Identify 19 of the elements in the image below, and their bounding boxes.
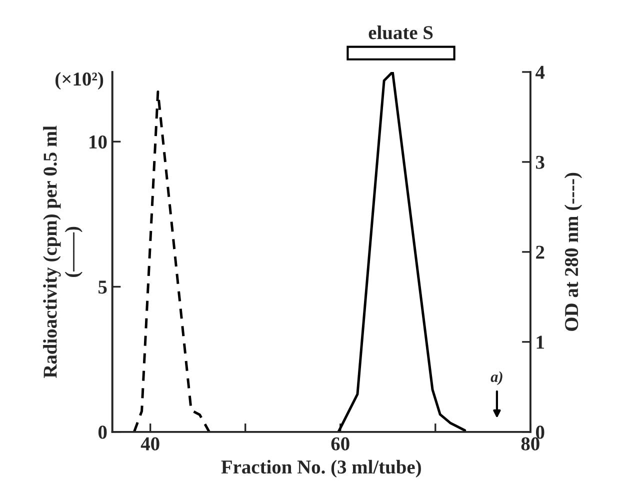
y-axis-title: Radioactivity (cpm) per 0.5 ml (——)	[43, 126, 82, 378]
y-tick-label: 5	[98, 280, 107, 294]
line-series	[132, 90, 210, 432]
y2-tick-label: 0	[536, 426, 544, 439]
y2-tick-label: 3	[536, 156, 544, 169]
y-tick-label: 10	[90, 135, 107, 149]
x-tick-label: 60	[331, 437, 350, 450]
y-tick-label: 0	[98, 426, 107, 439]
text: (×10²)	[56, 72, 104, 90]
y2-tick-label: 4	[536, 66, 545, 79]
x-axis-title: Fraction No. (3 ml/tube)	[221, 460, 421, 478]
line-series	[337, 72, 466, 432]
y2-tick-label: 2	[536, 246, 544, 259]
y2-tick-label: 1	[536, 336, 544, 349]
y2-axis-title: OD at 280 nm (----)	[564, 172, 582, 331]
x-tick-label: 80	[521, 437, 540, 450]
annotation: a)	[490, 371, 502, 386]
text: eluate S	[368, 26, 433, 40]
x-tick-label: 40	[140, 437, 160, 450]
